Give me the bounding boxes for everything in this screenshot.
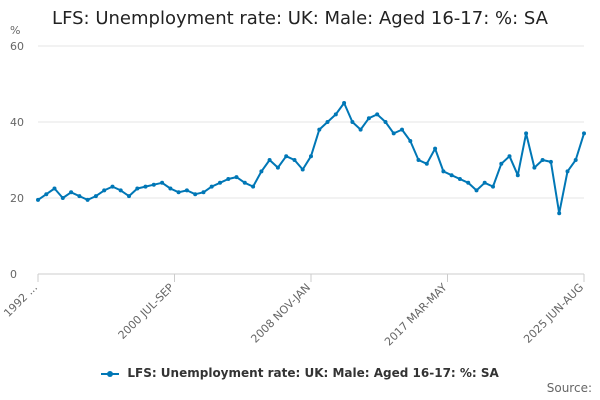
data-point[interactable] [565,169,570,174]
data-point[interactable] [226,177,231,181]
data-point[interactable] [383,120,388,124]
data-point[interactable] [275,165,280,170]
data-point[interactable] [441,169,446,174]
data-point[interactable] [193,192,198,197]
data-point[interactable] [532,165,537,170]
y-axis-label: % [10,24,20,37]
data-point[interactable] [515,173,520,178]
data-point[interactable] [118,188,123,193]
data-point[interactable] [176,190,181,195]
data-point[interactable] [85,197,90,202]
x-tick-label: 2025 JUN-AUG [521,281,586,346]
data-point[interactable] [60,196,65,200]
data-point[interactable] [408,139,413,143]
data-point[interactable] [416,158,421,162]
data-point[interactable] [218,180,222,185]
legend-label: LFS: Unemployment rate: UK: Male: Aged 1… [127,366,499,380]
legend[interactable]: LFS: Unemployment rate: UK: Male: Aged 1… [0,366,600,380]
data-point[interactable] [400,127,404,132]
data-point[interactable] [143,184,148,189]
y-tick-label: 60 [10,40,24,53]
data-point[interactable] [433,146,438,151]
chart-title: LFS: Unemployment rate: UK: Male: Aged 1… [52,8,548,29]
data-point[interactable] [325,120,330,124]
y-tick-label: 40 [10,116,24,129]
data-point[interactable] [366,116,371,121]
data-point[interactable] [342,101,347,105]
x-tick-label: 1992 ... [1,281,40,320]
data-point[interactable] [284,154,289,159]
data-point[interactable] [466,180,471,185]
y-tick-label: 0 [10,268,17,281]
data-point[interactable] [209,184,214,189]
data-point[interactable] [151,182,156,187]
data-point[interactable] [69,190,74,195]
data-point[interactable] [184,188,189,193]
data-point[interactable] [102,188,107,193]
data-point[interactable] [507,154,512,159]
source-label[interactable]: Source: [546,381,592,395]
data-point[interactable] [524,131,529,136]
data-point[interactable] [457,177,462,181]
data-point[interactable] [449,173,454,178]
data-point[interactable] [52,186,57,191]
data-point[interactable] [201,190,206,195]
data-point[interactable] [491,184,495,189]
data-point[interactable] [267,158,272,162]
data-point[interactable] [77,194,82,199]
data-point[interactable] [135,186,140,191]
data-point[interactable] [93,194,98,199]
data-point[interactable] [499,161,504,166]
data-point[interactable] [36,197,40,202]
x-tick-label: 2017 MAR-MAY [382,281,450,349]
data-point[interactable] [168,186,173,191]
data-point[interactable] [309,154,313,159]
data-point[interactable] [44,192,49,197]
data-point[interactable] [548,159,553,164]
data-point[interactable] [333,112,338,117]
gridlines [38,45,584,275]
data-point[interactable] [375,112,380,117]
x-tick-label: 2000 JUL-SEP [116,281,177,342]
data-point[interactable] [259,169,264,174]
data-point[interactable] [540,158,545,162]
data-point[interactable] [350,120,355,124]
y-tick-label: 20 [10,192,24,205]
data-point[interactable] [110,184,115,189]
y-axis: 0 20 40 60% [10,24,24,281]
data-point[interactable] [482,180,487,185]
data-point[interactable] [292,158,297,162]
data-point[interactable] [358,127,363,132]
legend-swatch [101,370,120,377]
data-point[interactable] [424,161,429,166]
data-point[interactable] [242,180,247,185]
data-point[interactable] [582,131,586,136]
x-axis: 1992 ... 2000 JUL-SEP 2008 NOV-JAN 2017 MAR… [1,274,586,349]
x-tick-label: 2008 NOV-JAN [248,281,313,346]
data-point[interactable] [127,194,131,199]
data-point[interactable] [557,211,562,216]
data-point[interactable] [474,188,479,193]
data-point[interactable] [160,180,165,185]
data-point[interactable] [300,167,305,172]
data-point[interactable] [573,158,578,162]
data-point[interactable] [251,184,256,189]
data-point[interactable] [317,127,322,132]
data-point[interactable] [234,175,239,180]
data-point[interactable] [391,131,396,136]
series-group [36,101,586,216]
